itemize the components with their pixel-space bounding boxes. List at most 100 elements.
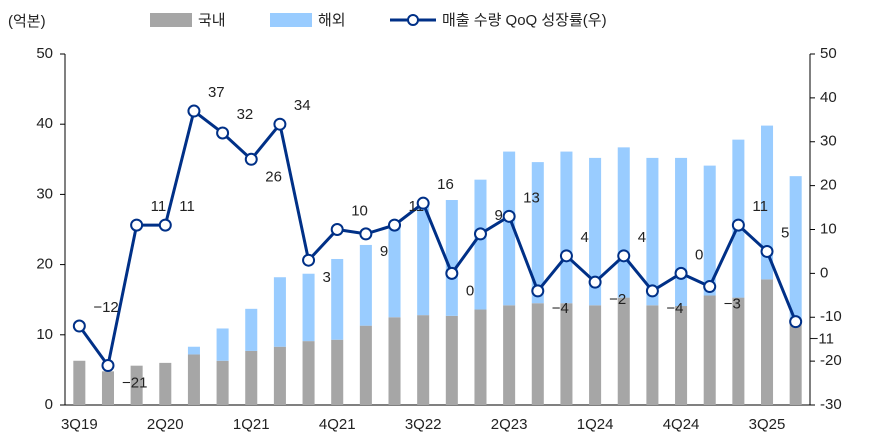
x-tick-label: 3Q19 (61, 416, 98, 433)
bar (675, 157, 688, 307)
y-tick-label: 20 (36, 256, 53, 273)
y-tick-label: 50 (36, 45, 53, 62)
x-tick-label: 1Q24 (577, 416, 614, 433)
bar (73, 360, 86, 405)
data-label: 9 (380, 243, 388, 260)
marker (588, 275, 602, 289)
bar (474, 179, 487, 310)
data-label: −11 (810, 331, 834, 348)
y2-tick-label: -20 (820, 352, 842, 369)
bar (560, 303, 573, 405)
x-tick-label: 2Q20 (147, 416, 184, 433)
legend-label: 국내 (198, 12, 226, 29)
data-label: 11 (752, 198, 768, 215)
marker (559, 249, 573, 263)
marker (473, 227, 487, 241)
bar (703, 165, 716, 296)
bar (789, 321, 802, 405)
marker (187, 104, 201, 118)
data-label: −4 (552, 300, 569, 317)
y-axis-label: (억본) (8, 13, 46, 30)
marker (330, 223, 344, 236)
legend-label: 해외 (318, 12, 346, 29)
bar (474, 309, 487, 405)
x-tick-label: 4Q24 (663, 416, 700, 433)
bar (359, 325, 372, 405)
data-label: −3 (724, 296, 741, 313)
bar (703, 295, 716, 405)
data-label: −21 (122, 374, 147, 391)
marker (101, 359, 115, 373)
y-tick-label: 10 (36, 326, 53, 343)
bar (273, 277, 286, 347)
marker (302, 253, 316, 267)
bar (531, 162, 544, 304)
bar (589, 157, 602, 306)
bar (359, 244, 372, 326)
marker (445, 266, 459, 280)
data-label: 4 (638, 229, 646, 246)
bar (388, 317, 401, 405)
data-label: 10 (351, 202, 368, 219)
bar (646, 305, 659, 405)
y2-tick-label: 40 (820, 89, 837, 106)
x-tick-label: 2Q23 (491, 416, 528, 433)
data-label: 16 (437, 176, 454, 193)
y2-tick-label: 20 (820, 177, 837, 194)
data-label: 0 (695, 246, 703, 263)
bar (187, 354, 200, 405)
marker (502, 209, 516, 223)
y-tick-label: 0 (45, 396, 53, 413)
legend-swatch (270, 13, 312, 27)
data-label: 9 (494, 207, 502, 224)
bar (589, 305, 602, 405)
marker (273, 117, 287, 131)
marker (130, 218, 144, 232)
data-label: 5 (781, 224, 789, 241)
marker (72, 319, 86, 333)
legend-swatch (407, 14, 419, 26)
marker (645, 284, 659, 298)
data-label: 13 (523, 189, 540, 206)
bar (560, 151, 573, 304)
marker (617, 249, 631, 263)
bar (273, 346, 286, 405)
bar (617, 297, 630, 405)
marker (731, 218, 745, 232)
bar (789, 176, 802, 322)
marker (359, 227, 373, 241)
marker (158, 218, 172, 232)
bar (245, 308, 258, 351)
marker (244, 152, 258, 166)
marker (416, 196, 430, 210)
bar (101, 371, 114, 405)
bar (761, 279, 774, 405)
bar (445, 200, 458, 316)
bar (503, 151, 516, 306)
bar (531, 303, 544, 405)
bar (445, 315, 458, 405)
data-label: −2 (609, 291, 626, 308)
marker (216, 126, 230, 140)
marker (388, 218, 402, 232)
bar (216, 328, 229, 361)
bar (417, 315, 430, 405)
bar (646, 157, 659, 306)
data-label: 37 (208, 84, 225, 101)
y2-tick-label: 0 (820, 264, 828, 281)
legend-swatch (150, 13, 192, 27)
marker (789, 315, 803, 329)
y2-tick-label: -10 (820, 308, 842, 325)
y2-tick-label: 50 (820, 45, 837, 62)
x-tick-label: 3Q22 (405, 416, 442, 433)
marker (531, 284, 545, 298)
bar (761, 125, 774, 280)
y2-tick-label: 10 (820, 220, 837, 237)
bar (732, 297, 745, 405)
data-label: 26 (265, 168, 282, 185)
marker (703, 280, 717, 294)
bar (302, 341, 315, 405)
data-label: 32 (237, 106, 254, 123)
bar (388, 225, 401, 318)
